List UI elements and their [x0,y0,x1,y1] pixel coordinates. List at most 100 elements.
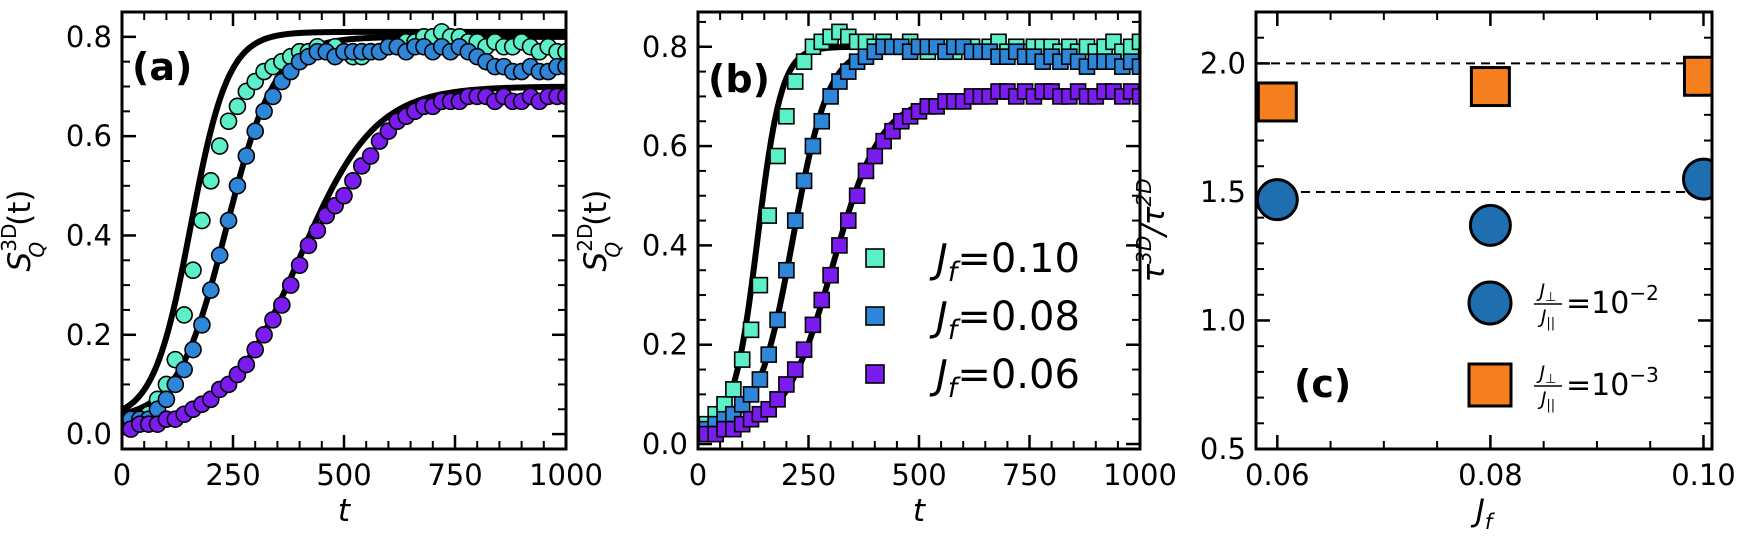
data-point-circle [264,311,282,329]
data-point-square [795,341,813,358]
data-point-square [725,381,742,398]
x-axis-label: t [338,493,352,529]
x-tick-label: 250 [205,458,260,492]
panel-label: (c) [1294,362,1351,406]
data-point-square [822,88,839,105]
data-point-square [813,112,831,130]
data-point-circle [344,172,362,190]
legend-label: =10−3 [1566,363,1659,403]
data-point-square [1469,66,1511,108]
y-tick-label: 1.0 [1200,303,1246,337]
fit-curve [122,28,566,413]
data-point-square [795,53,813,70]
legend-label-value: =0.06 [957,352,1080,398]
data-point-circle [210,137,229,155]
data-point-circle [184,340,202,359]
y-axis-label-sup: 3D [0,224,21,252]
y-tick-label: 0.8 [66,20,112,54]
data-point-circle [237,147,256,165]
data-point-square [742,386,760,403]
data-point-circle [255,325,273,344]
data-point-square [778,261,795,279]
legend-label-sym: J [929,294,948,340]
y-axis-label-sub: Q [25,242,49,258]
data-point-square [786,361,804,378]
legend-label-exponent: −2 [1629,281,1658,305]
x-tick-label: 750 [1002,458,1057,492]
y-tick-label: 0.0 [642,427,688,461]
data-point-square [751,276,769,294]
y-axis-label-sup: 3D [1132,236,1156,264]
data-point-circle [281,276,300,294]
data-point-circle [228,177,247,195]
data-point-circle [246,340,264,359]
data-point-circle [1256,178,1299,222]
x-tick-label: 250 [781,458,836,492]
legend-fraction-numerator: J⊥ [1536,362,1557,387]
y-axis-label-main: τ [1136,264,1172,283]
data-point-circle [299,236,318,255]
y-tick-label: 0.8 [642,30,688,64]
data-point-circle [361,147,380,165]
y-tick-label: 0.4 [642,228,688,262]
legend-marker-square [1467,362,1513,408]
data-point-circle [557,57,566,76]
data-point-circle [308,221,327,240]
y-tick-label: 0.2 [66,318,112,352]
data-point-square [786,73,804,90]
data-point-square [839,212,857,229]
data-point-circle [557,87,566,106]
y-axis-label-mid: /τ [1136,206,1172,238]
data-point-square [866,147,884,165]
legend-den-sub: || [1546,398,1555,413]
legend-den-sym: J [1537,388,1547,410]
legend-marker-square [865,306,885,326]
legend-num-sub: ⊥ [1545,290,1556,305]
data-point-square [751,371,769,388]
legend-label: Jf=0.10 [929,236,1080,288]
data-point-circle [1468,203,1512,247]
legend-den-sym: J [1537,306,1547,328]
data-point-square [1256,81,1298,123]
legend-den-sub: || [1546,316,1555,331]
legend-fraction-denominator: J|| [1537,388,1555,413]
panel-label: (a) [132,45,192,89]
data-point-square [1131,33,1140,51]
x-tick-label: 500 [316,458,371,492]
plot-frame [1254,10,1714,451]
y-axis-label-sup: 2D [573,224,597,252]
data-point-square [1131,88,1140,105]
legend-marker-circle [1467,280,1513,326]
data-point-square [769,391,786,408]
y-axis-label-sub: Q [601,242,625,258]
x-tick-label: 500 [891,458,946,492]
data-point-circle [273,296,291,314]
legend-label: Jf=0.06 [929,352,1080,404]
data-point-circle [166,375,185,394]
legend-label: Jf=0.08 [929,294,1080,346]
data-point-square [804,137,822,155]
data-point-circle [264,87,282,106]
data-point-square [733,351,751,368]
legend-label-value: =10 [1566,286,1629,321]
data-point-circle [1681,157,1712,201]
x-axis-label-main: J [1470,493,1485,529]
y-tick-label: 0.0 [66,417,112,451]
x-axis-label-sub: f [1485,510,1496,534]
y-tick-label: 1.5 [1200,175,1246,209]
data-point-circle [157,390,176,409]
data-point-circle [246,122,264,140]
panel-label: (b) [708,57,770,101]
x-tick-label: 750 [427,458,482,492]
x-axis-label: t [913,493,927,529]
legend-label-value: =10 [1566,368,1629,403]
legend-fraction-denominator: J|| [1537,306,1555,331]
data-point-circle [237,355,256,374]
legend-num-sym: J [1536,280,1546,302]
y-axis-label-main: S [2,252,38,272]
data-point-square [760,346,778,363]
data-point-circle [219,112,238,131]
y-axis-label-main: S [578,252,614,272]
data-point-square [1131,58,1140,75]
